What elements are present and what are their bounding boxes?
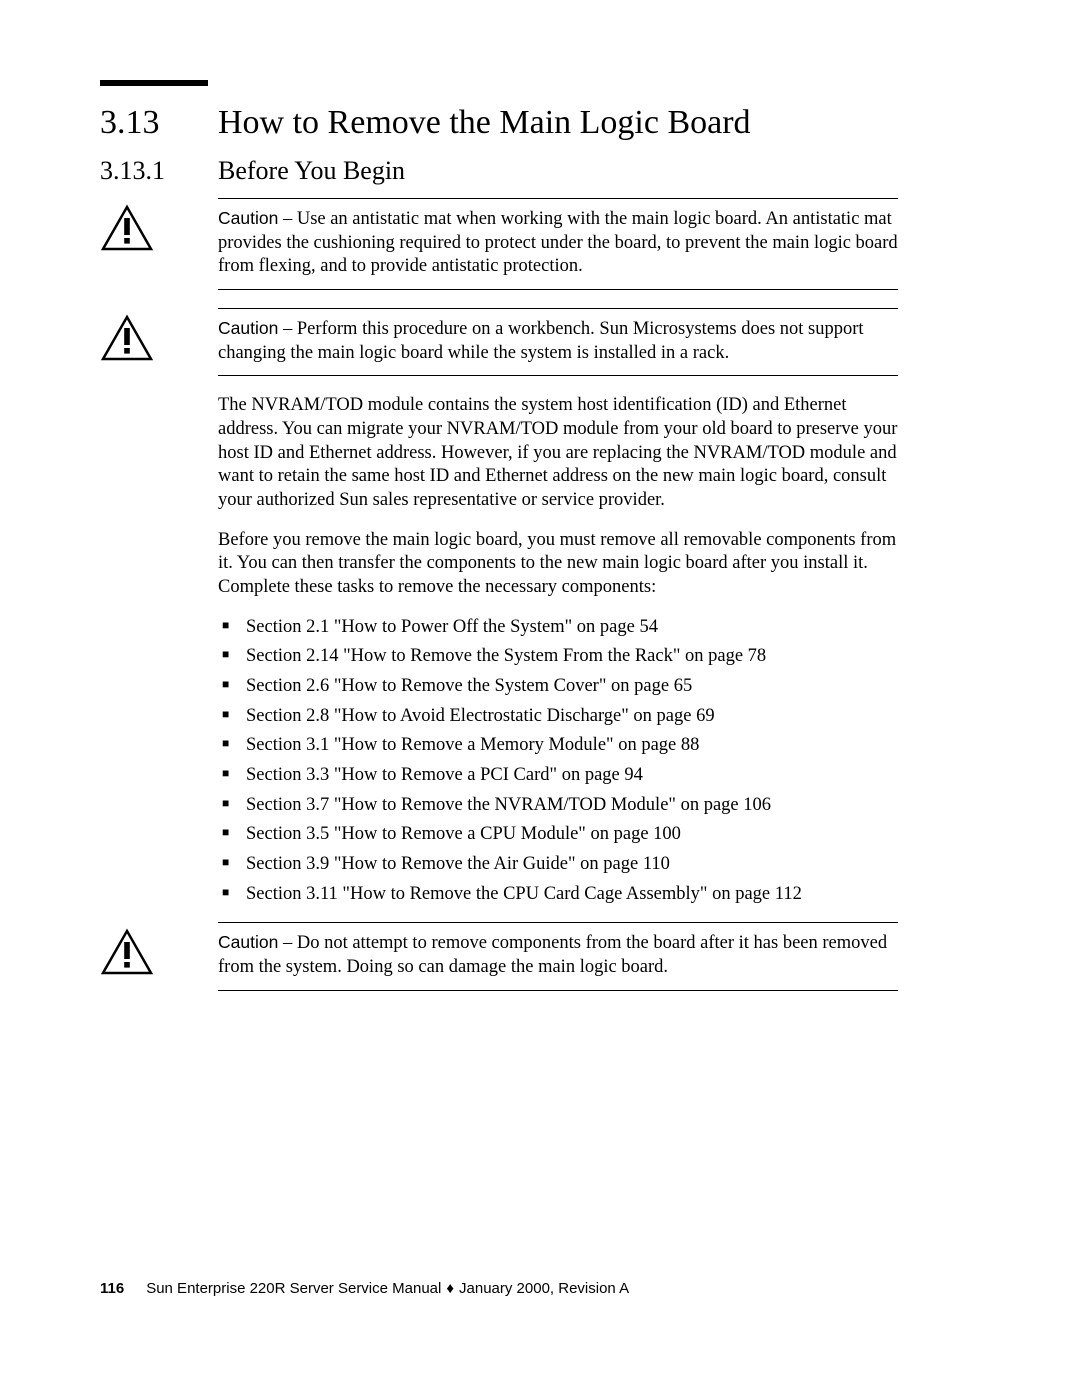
list-item: Section 3.9 "How to Remove the Air Guide… xyxy=(218,853,898,877)
caution-body: Do not attempt to remove components from… xyxy=(218,933,887,977)
list-item: Section 2.6 "How to Remove the System Co… xyxy=(218,675,898,699)
list-item: Section 2.14 "How to Remove the System F… xyxy=(218,645,898,669)
caution-sep: – xyxy=(278,933,297,953)
page-footer: 116 Sun Enterprise 220R Server Service M… xyxy=(100,1280,629,1297)
list-item: Section 3.3 "How to Remove a PCI Card" o… xyxy=(218,764,898,788)
caution-block: Caution – Use an antistatic mat when wor… xyxy=(218,198,898,290)
caution-block: Caution – Do not attempt to remove compo… xyxy=(218,922,898,990)
caution-body: Perform this procedure on a workbench. S… xyxy=(218,319,864,363)
subsection-number: 3.13.1 xyxy=(100,156,218,186)
list-item: Section 3.1 "How to Remove a Memory Modu… xyxy=(218,734,898,758)
caution-rule-bottom xyxy=(218,289,898,290)
caution-text: Caution – Do not attempt to remove compo… xyxy=(218,923,898,989)
caution-sep: – xyxy=(278,319,297,339)
list-item: Section 3.5 "How to Remove a CPU Module"… xyxy=(218,823,898,847)
body-paragraph: The NVRAM/TOD module contains the system… xyxy=(218,394,898,512)
caution-icon xyxy=(100,204,154,252)
page: 3.13 How to Remove the Main Logic Board … xyxy=(0,0,1080,991)
section-number: 3.13 xyxy=(100,104,218,142)
caution-text: Caution – Perform this procedure on a wo… xyxy=(218,309,898,375)
section-heading: 3.13 How to Remove the Main Logic Board xyxy=(100,104,980,142)
page-number: 116 xyxy=(100,1280,124,1297)
caution-rule-bottom xyxy=(218,375,898,376)
list-item: Section 2.8 "How to Avoid Electrostatic … xyxy=(218,705,898,729)
caution-icon xyxy=(100,314,154,362)
footer-date-revision: January 2000, Revision A xyxy=(459,1280,629,1297)
caution-icon xyxy=(100,928,154,976)
caution-text: Caution – Use an antistatic mat when wor… xyxy=(218,199,898,289)
section-title: How to Remove the Main Logic Board xyxy=(218,104,751,142)
caution-label: Caution xyxy=(218,208,278,228)
footer-book-title: Sun Enterprise 220R Server Service Manua… xyxy=(146,1280,441,1297)
caution-sep: – xyxy=(278,209,297,229)
content-column: Caution – Use an antistatic mat when wor… xyxy=(218,198,898,991)
reference-list: Section 2.1 "How to Power Off the System… xyxy=(218,616,898,907)
footer-separator-icon: ♦ xyxy=(446,1280,454,1297)
list-item: Section 2.1 "How to Power Off the System… xyxy=(218,616,898,640)
caution-rule-bottom xyxy=(218,990,898,991)
body-paragraph: Before you remove the main logic board, … xyxy=(218,529,898,600)
caution-label: Caution xyxy=(218,318,278,338)
section-rule-bar xyxy=(100,80,208,86)
subsection-title: Before You Begin xyxy=(218,156,405,186)
caution-block: Caution – Perform this procedure on a wo… xyxy=(218,308,898,376)
caution-body: Use an antistatic mat when working with … xyxy=(218,209,898,276)
list-item: Section 3.7 "How to Remove the NVRAM/TOD… xyxy=(218,794,898,818)
caution-label: Caution xyxy=(218,932,278,952)
list-item: Section 3.11 "How to Remove the CPU Card… xyxy=(218,883,898,907)
subsection-heading: 3.13.1 Before You Begin xyxy=(100,156,980,186)
